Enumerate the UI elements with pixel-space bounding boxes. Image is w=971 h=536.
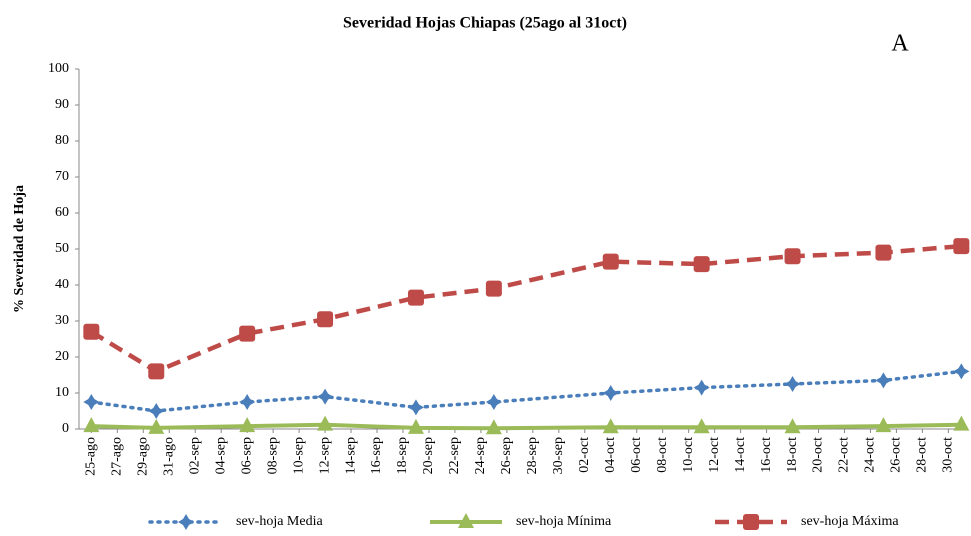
marker [953,238,970,255]
x-tick-label: 30-sep [551,437,566,474]
x-tick-label: 08-oct [655,437,670,473]
x-tick-label: 26-oct [889,437,904,473]
x-tick-label: 08-sep [265,437,280,474]
x-tick-label: 20-oct [811,437,826,473]
y-tick-label: 70 [55,169,69,184]
marker [875,244,892,261]
marker [407,289,424,306]
marker [485,280,502,297]
legend-label: sev-hoja Máxima [801,514,899,529]
y-tick-label: 40 [55,277,69,292]
y-tick-label: 30 [55,313,69,328]
marker [602,385,619,401]
x-tick-label: 22-oct [837,437,852,473]
x-tick-label: 28-sep [525,437,540,474]
y-tick-label: 90 [55,97,69,112]
x-tick-label: 06-sep [239,437,254,474]
x-tick-label: 04-sep [213,437,228,474]
series-line [89,369,964,413]
y-tick-label: 60 [55,205,69,220]
marker [407,399,424,416]
x-tick-label: 20-sep [421,437,436,474]
x-tick-label: 18-oct [785,437,800,473]
y-tick-label: 50 [55,241,69,256]
marker [784,376,801,392]
marker [693,379,710,396]
x-tick-label: 14-sep [343,437,358,474]
x-tick-label: 04-oct [603,437,618,473]
y-tick-label: 0 [62,421,69,436]
marker [148,403,165,419]
marker [458,513,474,528]
y-axis-label: % Severidad de Hoja [12,185,27,313]
legend-label: sev-hoja Mínima [516,514,612,529]
x-tick-label: 22-sep [447,437,462,474]
marker [693,256,710,273]
marker [743,514,759,530]
marker [83,417,100,433]
x-tick-label: 24-sep [473,437,488,474]
x-tick-label: 10-sep [291,437,306,474]
x-tick-label: 10-oct [681,437,696,473]
x-tick-label: 28-oct [915,437,930,473]
series-line [90,243,962,374]
marker [784,418,801,434]
marker [83,394,100,410]
marker [875,417,892,433]
x-tick-label: 30-oct [941,437,956,473]
marker [317,415,334,431]
x-tick-label: 14-oct [733,437,748,473]
annotation: A [891,31,909,57]
marker [875,372,892,389]
marker [784,248,801,265]
series-line [91,422,962,431]
x-tick-label: 06-oct [629,437,644,473]
marker [602,418,619,434]
marker [239,417,256,433]
y-tick-label: 80 [55,133,69,148]
marker [407,418,424,434]
x-tick-label: 29-ago [135,437,150,476]
marker [239,325,256,342]
marker [485,394,502,410]
marker [83,323,100,340]
x-tick-label: 16-sep [369,437,384,474]
marker [485,419,502,435]
marker [693,418,710,434]
y-tick-label: 10 [55,385,69,400]
marker [953,363,970,380]
x-tick-label: 26-sep [499,437,514,474]
legend-label: sev-hoja Media [236,514,323,529]
x-tick-label: 27-ago [110,437,125,476]
x-tick-label: 24-oct [863,437,878,473]
x-tick-label: 16-oct [759,437,774,473]
x-tick-label: 02-sep [187,437,202,474]
marker [239,394,256,410]
marker [148,363,165,380]
x-tick-label: 25-ago [84,437,99,476]
marker [317,311,334,328]
y-tick-label: 100 [48,61,69,76]
x-tick-label: 31-ago [161,437,176,476]
marker [317,388,334,405]
y-tick-label: 20 [55,349,69,364]
x-tick-label: 12-oct [707,437,722,473]
x-tick-label: 12-sep [317,437,332,474]
marker [148,418,165,434]
x-tick-label: 02-oct [577,437,592,473]
marker [953,415,970,431]
marker [602,253,619,270]
marker [178,514,194,530]
x-tick-label: 18-sep [395,437,410,474]
chart-title: Severidad Hojas Chiapas (25ago al 31oct) [343,15,627,32]
